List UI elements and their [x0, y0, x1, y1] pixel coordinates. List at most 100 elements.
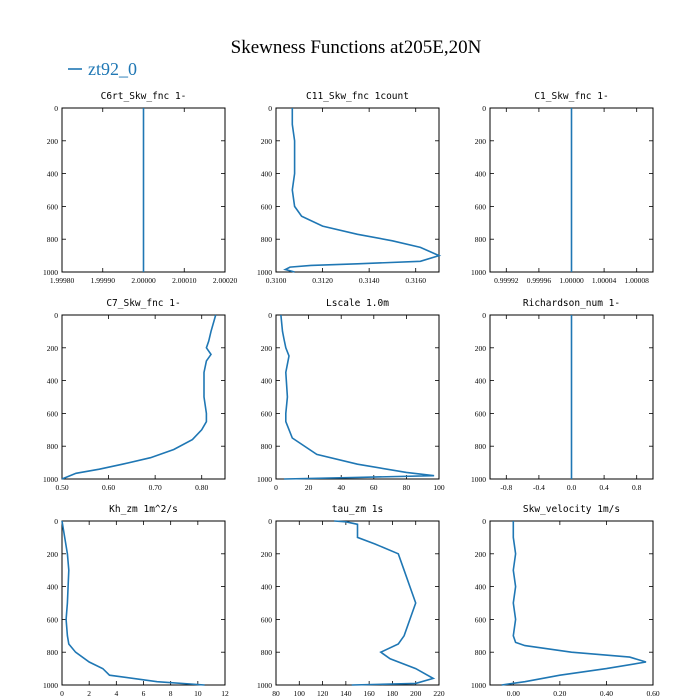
x-tick-label: 220 [433, 689, 445, 698]
y-tick-label: 800 [475, 442, 487, 451]
x-tick-label: 0.99996 [527, 276, 552, 285]
x-tick-label: 0.80 [195, 483, 208, 492]
y-tick-label: 400 [475, 377, 487, 386]
y-tick-label: 400 [261, 377, 273, 386]
x-tick-label: 100 [433, 483, 445, 492]
x-tick-label: 12 [221, 689, 229, 698]
y-tick-label: 1000 [471, 681, 486, 690]
x-tick-label: 0.50 [55, 483, 68, 492]
x-tick-label: 100 [294, 689, 306, 698]
plot-frame [275, 314, 440, 480]
y-tick-label: 200 [475, 344, 487, 353]
x-tick-label: 2.00020 [213, 276, 238, 285]
series-line-zt92_0 [334, 520, 436, 686]
y-tick-label: 200 [47, 550, 59, 559]
x-tick-label: 0.60 [102, 483, 115, 492]
y-tick-label: 0 [54, 104, 58, 113]
x-tick-label: 1.00008 [625, 276, 650, 285]
x-tick-label: 20 [305, 483, 313, 492]
y-tick-label: 800 [261, 442, 273, 451]
y-tick-label: 800 [47, 648, 59, 657]
panel-6: Richardson_num 1- 0 200 400 600 800 1000 -0.8 -0… [471, 298, 654, 492]
x-tick-label: 0.00 [507, 689, 520, 698]
series-line-zt92_0 [61, 314, 217, 480]
y-tick-label: 1000 [43, 268, 58, 277]
panel-title: C11_Skw_fnc 1count [306, 91, 409, 102]
y-tick-label: 600 [475, 615, 487, 624]
legend: zt92_0 [68, 59, 137, 79]
x-tick-label: 0 [60, 689, 64, 698]
y-tick-label: 1000 [43, 681, 58, 690]
panel-title: C6rt_Skw_fnc 1- [101, 91, 187, 102]
y-tick-label: 600 [47, 202, 59, 211]
y-tick-label: 600 [475, 409, 487, 418]
y-tick-label: 0 [54, 311, 58, 320]
x-tick-label: 2.00010 [172, 276, 197, 285]
x-tick-label: 10 [194, 689, 202, 698]
panel-title: Lscale 1.0m [326, 298, 389, 309]
x-tick-label: 6 [142, 689, 146, 698]
y-tick-label: 600 [47, 615, 59, 624]
panel-title: Skw_velocity 1m/s [523, 504, 620, 515]
x-tick-label: 0 [274, 483, 278, 492]
x-tick-label: 80 [272, 689, 280, 698]
y-tick-label: 0 [482, 311, 486, 320]
x-tick-label: 8 [169, 689, 173, 698]
y-tick-label: 600 [475, 202, 487, 211]
x-tick-label: 140 [340, 689, 352, 698]
y-tick-label: 1000 [257, 475, 272, 484]
y-tick-label: 1000 [471, 475, 486, 484]
x-tick-label: 0.40 [600, 689, 613, 698]
y-tick-label: 1000 [43, 475, 58, 484]
y-tick-label: 200 [47, 344, 59, 353]
panel-9: Skw_velocity 1m/s 0 200 400 600 800 1000 0.00 0.… [471, 504, 660, 698]
x-tick-label: 0.3140 [359, 276, 380, 285]
y-tick-label: 0 [268, 517, 272, 526]
y-tick-label: 600 [261, 615, 273, 624]
panel-title: Richardson_num 1- [523, 298, 620, 309]
y-tick-label: 800 [261, 235, 273, 244]
series-line-zt92_0 [280, 314, 435, 480]
x-tick-label: 0.0 [567, 483, 577, 492]
y-tick-label: 800 [475, 648, 487, 657]
panel-3: C1_Skw_fnc 1- 0 200 400 600 800 1000 0.99992 0.9… [471, 91, 654, 285]
y-tick-label: 400 [261, 583, 273, 592]
y-tick-label: 800 [47, 235, 59, 244]
y-tick-label: 600 [261, 202, 273, 211]
x-tick-label: 60 [370, 483, 378, 492]
y-tick-label: 400 [47, 170, 59, 179]
panel-title: C1_Skw_fnc 1- [534, 91, 608, 102]
y-tick-label: 400 [47, 583, 59, 592]
panel-title: C7_Skw_fnc 1- [106, 298, 180, 309]
y-tick-label: 200 [261, 550, 273, 559]
panel-2: C11_Skw_fnc 1count 0 200 400 600 800 10000.310… [257, 91, 442, 285]
plot-frame [275, 520, 440, 686]
panel-title: tau_zm 1s [332, 504, 383, 515]
x-tick-label: -0.8 [500, 483, 512, 492]
y-tick-label: 0 [54, 517, 58, 526]
y-tick-label: 200 [261, 137, 273, 146]
y-tick-label: 400 [475, 583, 487, 592]
y-tick-label: 200 [475, 137, 487, 146]
x-tick-label: 200 [410, 689, 422, 698]
y-tick-label: 600 [47, 409, 59, 418]
series-line-zt92_0 [501, 521, 647, 686]
x-tick-label: 40 [337, 483, 345, 492]
y-tick-label: 0 [268, 311, 272, 320]
series-line-zt92_0 [283, 108, 442, 273]
x-tick-label: 80 [403, 483, 411, 492]
y-tick-label: 0 [482, 517, 486, 526]
x-tick-label: 1.99980 [50, 276, 75, 285]
x-tick-label: 0.3120 [312, 276, 333, 285]
y-tick-label: 800 [47, 442, 59, 451]
x-tick-label: 4 [114, 689, 118, 698]
y-tick-label: 400 [47, 377, 59, 386]
x-tick-label: -0.4 [533, 483, 545, 492]
